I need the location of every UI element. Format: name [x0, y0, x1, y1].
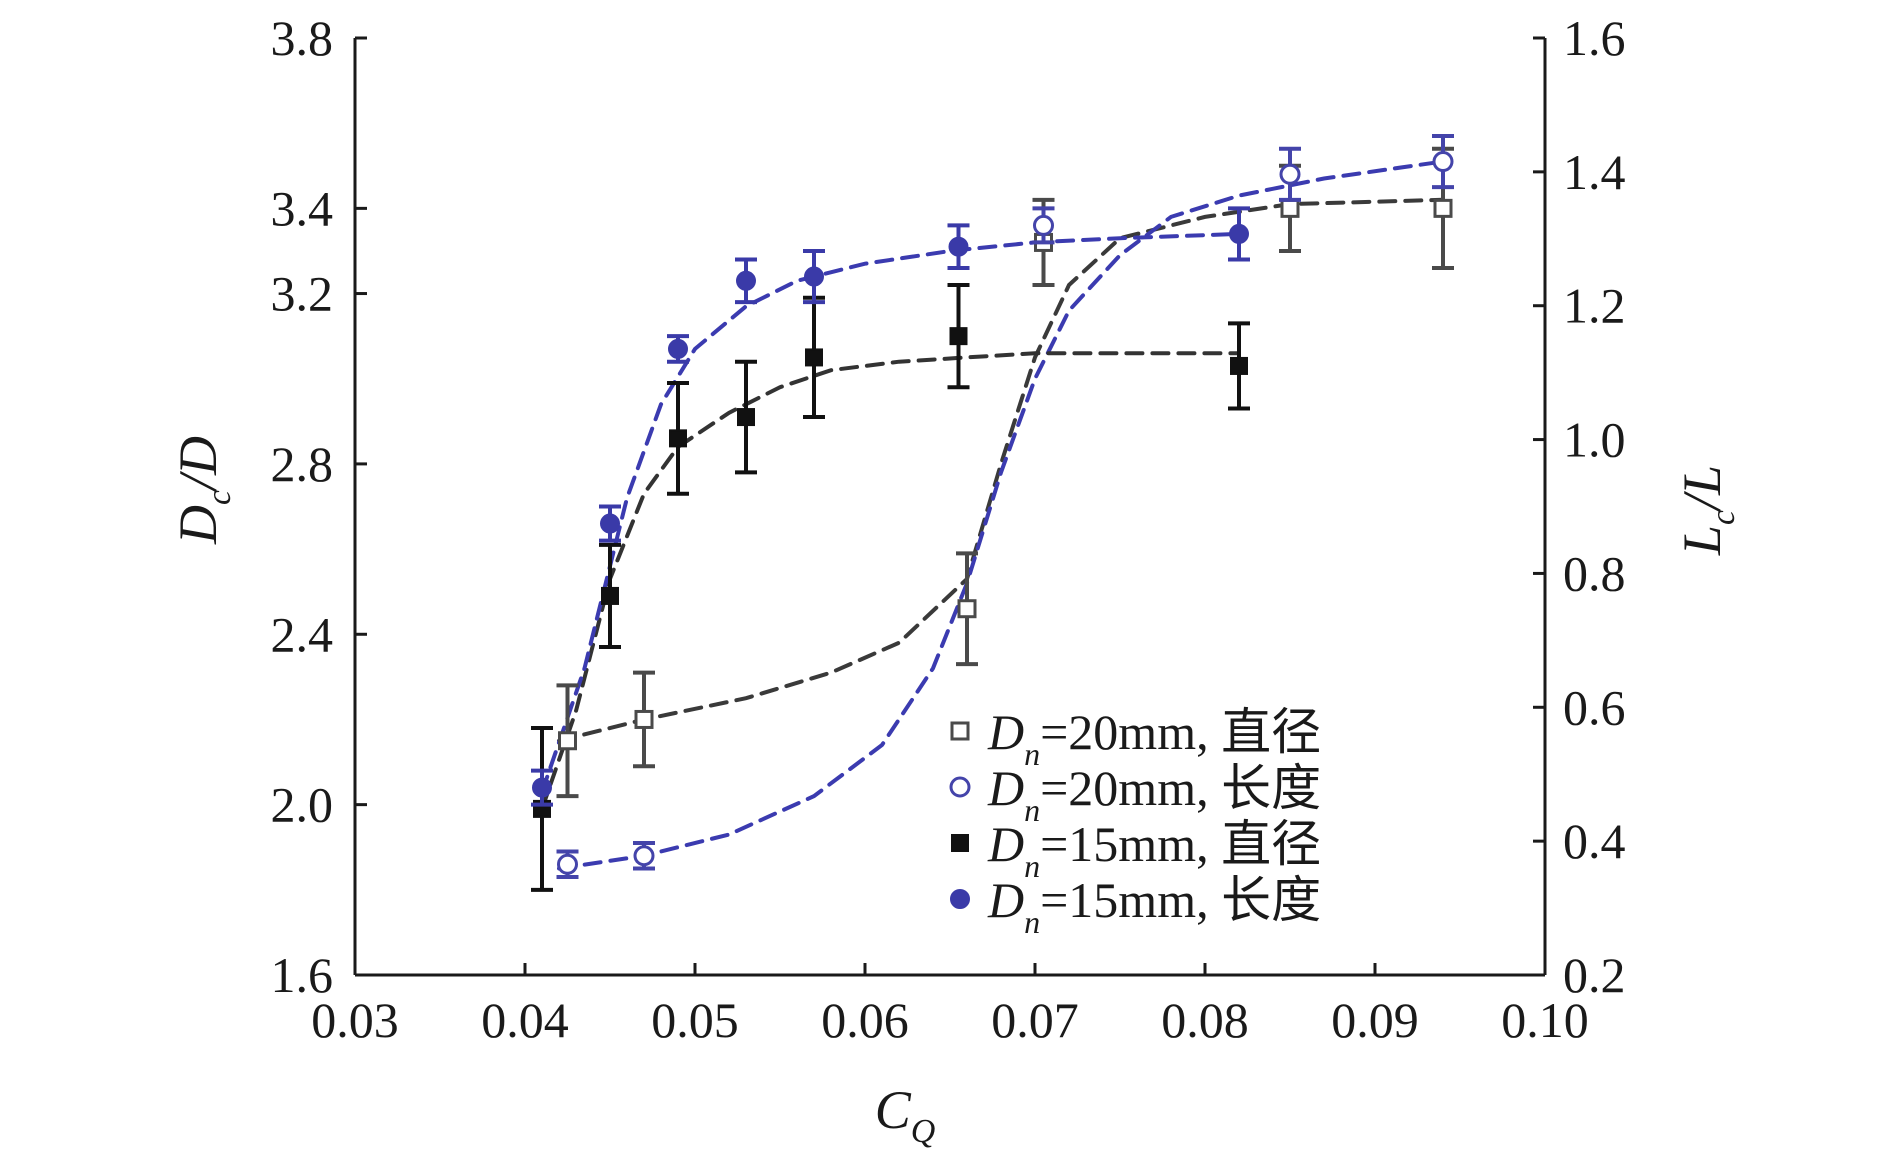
legend-marker [949, 776, 971, 798]
data-point [667, 380, 689, 496]
x-tick-label: 0.07 [991, 992, 1079, 1048]
marker-series-3 [737, 408, 755, 427]
legend-marker [951, 834, 969, 852]
fit-curve-series-4 [540, 231, 1241, 794]
x-axis-title: CQ [875, 1080, 936, 1150]
legend-label: Dn=20mm, 直径 [987, 704, 1321, 772]
marker-series-3 [805, 348, 823, 367]
marker-series-1 [634, 709, 654, 729]
left-y-tick-label: 2.4 [271, 606, 334, 662]
data-point [1228, 206, 1250, 262]
right-y-tick-label: 0.8 [1563, 545, 1626, 601]
marker-series-2 [557, 853, 578, 875]
x-tick-label: 0.03 [311, 992, 399, 1048]
marker-series-4 [948, 236, 969, 257]
data-point [803, 295, 825, 420]
data-point [1432, 133, 1454, 190]
legend-item: Dn=20mm, 长度 [949, 760, 1321, 828]
x-tick-label: 0.08 [1161, 992, 1249, 1048]
data-point [947, 223, 970, 270]
x-tick-label: 0.10 [1501, 992, 1589, 1048]
data-point [947, 283, 970, 390]
left-y-tick-label: 1.6 [271, 947, 334, 1003]
left-y-tick-label: 3.2 [271, 266, 334, 322]
x-tick-label: 0.04 [481, 992, 569, 1048]
fit-curve-series-1 [557, 197, 1445, 743]
marker-series-4 [600, 513, 620, 534]
left-y-axis-title: Dc/D [168, 436, 238, 545]
right-y-tick-label: 1.4 [1563, 144, 1626, 200]
legend-label: Dn=15mm, 直径 [987, 816, 1321, 884]
legend-marker [950, 721, 970, 741]
legend-item: Dn=15mm, 长度 [950, 872, 1321, 940]
data-point [1228, 321, 1250, 411]
right-y-tick-label: 1.2 [1563, 278, 1626, 334]
data-point [633, 840, 655, 871]
x-tick-label: 0.06 [821, 992, 909, 1048]
right-y-tick-label: 0.4 [1563, 813, 1626, 869]
marker-series-1 [558, 731, 577, 751]
marker-series-3 [601, 586, 619, 605]
right-y-tick-label: 0.6 [1563, 679, 1626, 735]
legend-item: Dn=15mm, 直径 [951, 816, 1321, 884]
fit-curve-series-2 [557, 159, 1445, 871]
data-point [803, 248, 825, 305]
marker-series-1 [1280, 198, 1300, 218]
marker-series-4 [804, 266, 824, 287]
left-y-tick-label: 2.0 [271, 777, 334, 833]
right-y-tick-label: 1.0 [1563, 412, 1626, 468]
data-point [599, 504, 621, 543]
marker-series-1 [957, 599, 977, 619]
marker-series-4 [1229, 223, 1249, 244]
marker-series-2 [1279, 163, 1301, 185]
marker-series-3 [669, 429, 687, 448]
x-tick-label: 0.05 [651, 992, 739, 1048]
left-y-tick-label: 3.4 [271, 180, 334, 236]
data-point [956, 551, 978, 667]
data-point [556, 683, 579, 799]
marker-series-1 [1433, 198, 1453, 218]
data-point [1032, 206, 1055, 245]
data-point [1279, 146, 1301, 202]
left-y-tick-label: 2.8 [271, 436, 334, 492]
data-point [667, 334, 689, 364]
right-y-tick-label: 0.2 [1563, 947, 1626, 1003]
data-point [735, 359, 757, 475]
legend-marker [950, 889, 970, 909]
marker-series-4 [736, 270, 756, 291]
right-y-axis-title: Lc/L [1672, 465, 1742, 556]
data-point [531, 768, 553, 807]
legend-label: Dn=15mm, 长度 [987, 872, 1321, 940]
data-point [556, 849, 579, 880]
legend-item: Dn=20mm, 直径 [950, 704, 1321, 772]
data-point [599, 542, 621, 650]
marker-series-3 [949, 327, 968, 346]
x-tick-label: 0.09 [1331, 992, 1419, 1048]
marker-series-4 [532, 777, 552, 798]
marker-series-3 [1230, 356, 1248, 375]
data-point [633, 670, 655, 769]
right-y-tick-label: 1.6 [1563, 10, 1626, 66]
marker-series-2 [1432, 151, 1454, 173]
left-y-tick-label: 3.8 [271, 10, 334, 66]
data-points [531, 133, 1454, 892]
data-point [531, 725, 553, 892]
marker-series-2 [1033, 214, 1054, 236]
legend-label: Dn=20mm, 长度 [987, 760, 1321, 828]
data-point [735, 257, 757, 305]
axes: 0.03 0.04 0.05 0.06 0.07 0.08 0.09 0.10 1.6 2.0 2.… [271, 10, 1626, 1048]
marker-series-4 [668, 338, 688, 359]
marker-series-2 [633, 845, 655, 867]
